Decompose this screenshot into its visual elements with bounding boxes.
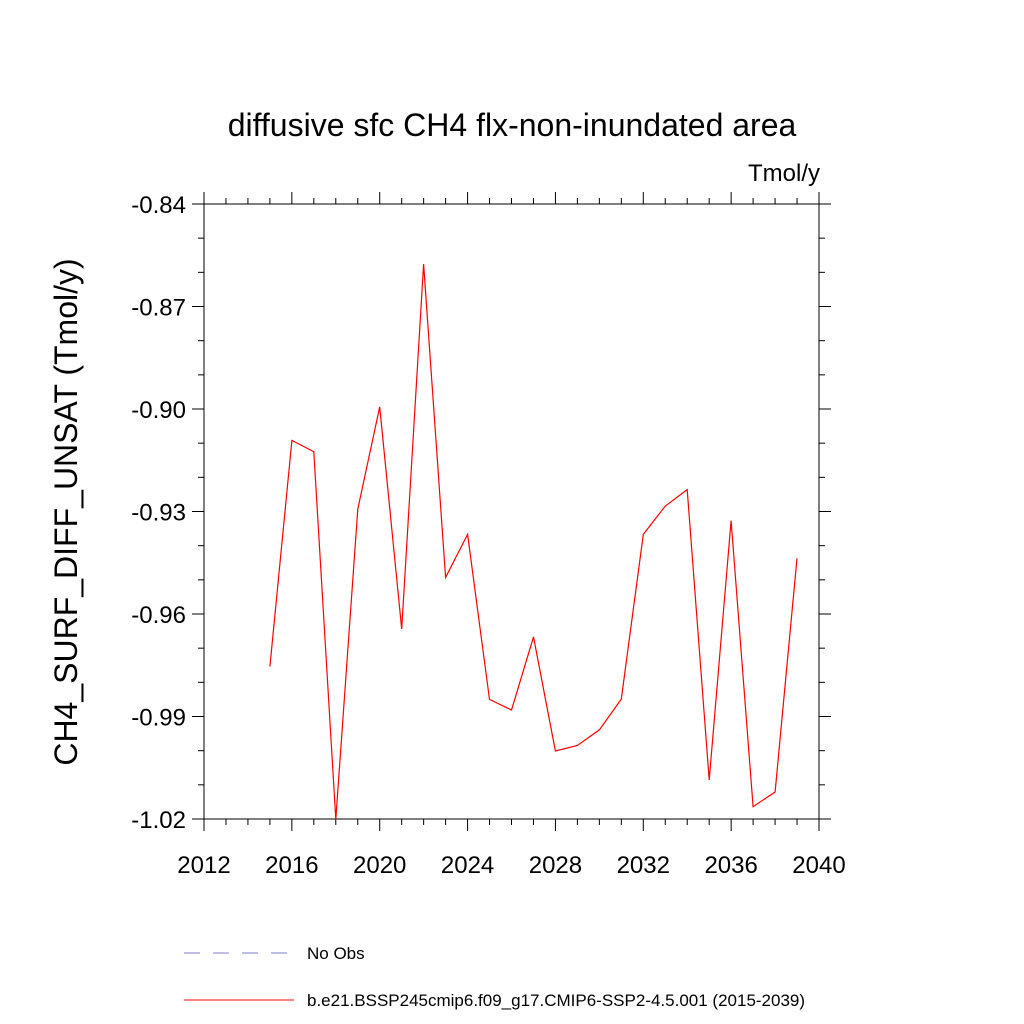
- series-layer: [269, 264, 798, 820]
- x-tick-label: 2024: [441, 852, 494, 879]
- legend-label: b.e21.BSSP245cmip6.f09_g17.CMIP6-SSP2-4.…: [307, 991, 805, 1010]
- legend: No Obs b.e21.BSSP245cmip6.f09_g17.CMIP6-S…: [184, 944, 805, 1010]
- legend-label: No Obs: [307, 944, 365, 963]
- x-tick-label: 2020: [353, 852, 406, 879]
- y-tick-label: -0.99: [131, 705, 186, 732]
- x-tick-label: 2012: [177, 852, 230, 879]
- x-tick-label: 2036: [704, 852, 757, 879]
- x-tick-label: 2032: [617, 852, 670, 879]
- x-tick-label: 2040: [792, 852, 845, 879]
- y-tick-label: -0.96: [131, 602, 186, 629]
- x-tick-label: 2016: [265, 852, 318, 879]
- y-tick-label: -0.87: [131, 295, 186, 322]
- units-label: Tmol/y: [748, 160, 820, 187]
- chart-title: diffusive sfc CH4 flx-non-inundated area: [228, 107, 797, 143]
- y-tick-label: -0.84: [131, 192, 186, 219]
- plot-frame: [203, 203, 820, 820]
- y-tick-label: -0.90: [131, 397, 186, 424]
- axis-ticks: 2012 2016 2020 2024 2028 2032 2036 2040 -0.84 -0.…: [131, 192, 846, 879]
- y-tick-label: -0.93: [131, 500, 186, 527]
- series-line: [269, 264, 798, 820]
- y-tick-label: -1.02: [131, 807, 186, 834]
- x-tick-label: 2028: [529, 852, 582, 879]
- y-axis-label: CH4_SURF_DIFF_UNSAT (Tmol/y): [48, 258, 84, 765]
